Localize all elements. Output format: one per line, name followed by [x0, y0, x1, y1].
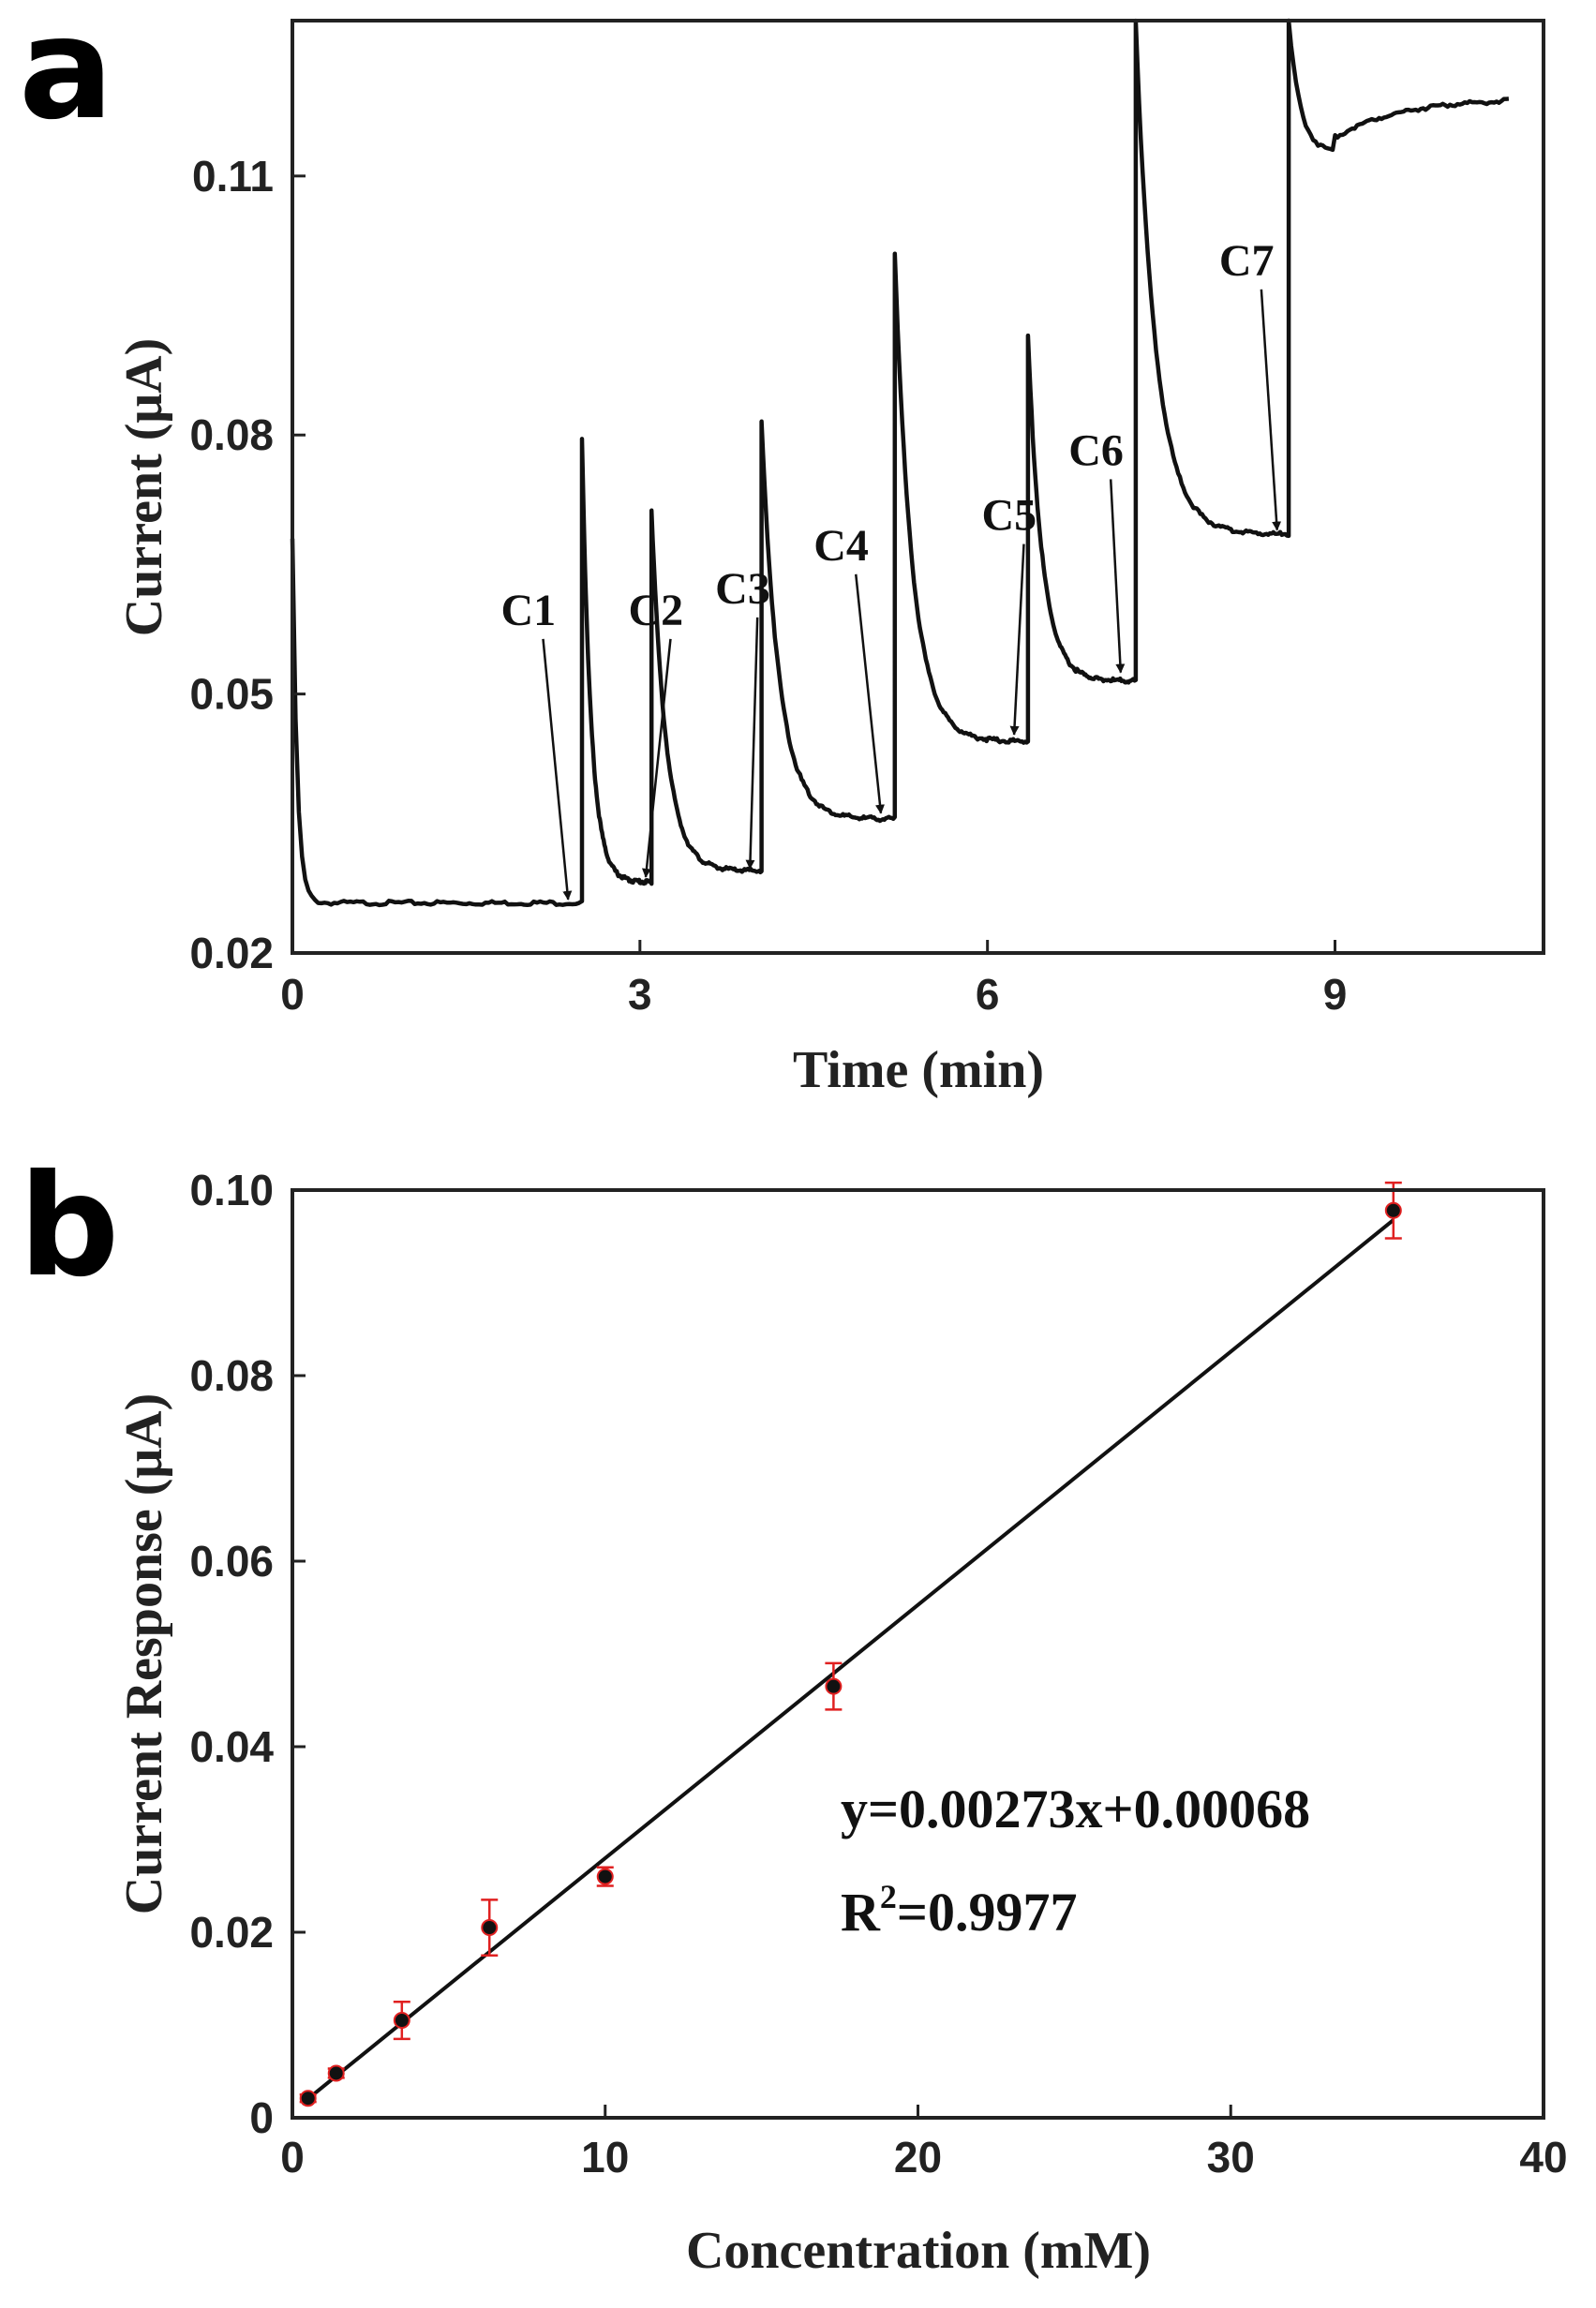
panel-a-y-tick-label: 0.11 [192, 152, 274, 201]
annotation-arrow-c5 [1009, 543, 1025, 736]
panel-a-x-tick-label: 3 [628, 970, 652, 1019]
annotation-label-c3: C3 [715, 564, 770, 614]
annotation-label-c2: C2 [628, 586, 683, 635]
data-point [596, 1868, 614, 1885]
data-point [393, 2012, 410, 2030]
panel-a-x-axis-title: Time (min) [793, 1041, 1044, 1099]
panel-a-x-tick-label: 0 [280, 970, 305, 1019]
r-squared-label: R2=0.9977 [841, 1878, 1077, 1943]
fit-equation: y=0.00273x+0.00068 [841, 1779, 1310, 1839]
panel-a-y-tick-label: 0.05 [189, 670, 274, 719]
panel-a-x-tick-label: 9 [1323, 970, 1348, 1019]
panel-label-b: b [19, 1145, 119, 1308]
panel-a-chart: a C1 C2 C3 C4 C5 C6 C7 0 3 6 9 0.02 0.05 0.08 0.11 Ti… [19, 0, 1545, 1099]
panel-b-x-tick-label: 30 [1207, 2133, 1255, 2181]
panel-b-y-tick-label: 0.10 [189, 1166, 274, 1214]
panel-b-chart: b 0 10 20 30 40 0 0.02 0.04 0.06 0.08 0.10 y=0.002… [19, 1145, 1568, 2280]
panel-a-y-tick-label: 0.02 [189, 929, 274, 977]
panel-b-y-tick-label: 0.08 [189, 1351, 274, 1400]
panel-b-plot-frame [291, 1188, 1545, 2120]
annotation-arrow-c1 [542, 638, 573, 901]
annotation-label-c7: C7 [1219, 236, 1275, 286]
panel-a-plot-frame [291, 19, 1545, 955]
panel-label-a: a [19, 0, 113, 151]
annotation-label-c1: C1 [501, 586, 557, 635]
annotation-label-c6: C6 [1068, 425, 1124, 475]
data-point [825, 1677, 843, 1695]
annotation-arrow-c3 [745, 617, 759, 870]
panel-b-x-tick-label: 0 [280, 2133, 305, 2181]
panel-b-x-axis-title: Concentration (mM) [686, 2222, 1151, 2280]
panel-a-x-tick-label: 6 [976, 970, 1000, 1019]
panel-b-y-axis-title: Current Response (μA) [115, 1393, 173, 1914]
panel-b-y-tick-label: 0 [249, 2093, 274, 2142]
panel-b-x-tick-label: 20 [894, 2133, 942, 2181]
panel-b-y-tick-label: 0.02 [189, 1908, 274, 1957]
annotation-arrow-c2 [641, 638, 672, 878]
panel-a-y-axis-title: Current (μA) [115, 338, 173, 636]
panel-b-y-tick-label: 0.06 [189, 1537, 274, 1586]
annotation-arrow-c6 [1109, 479, 1126, 674]
data-point [1384, 1201, 1402, 1219]
annotation-label-c4: C4 [813, 521, 869, 571]
annotation-arrow-c7 [1260, 289, 1282, 531]
annotation-arrow-c4 [855, 573, 885, 814]
data-point [481, 1919, 499, 1937]
data-point [299, 2090, 317, 2107]
panel-b-x-tick-label: 40 [1519, 2133, 1567, 2181]
annotation-label-c5: C5 [981, 491, 1037, 541]
panel-b-x-tick-label: 10 [581, 2133, 629, 2181]
current-trace [290, 18, 1510, 908]
panel-b-y-tick-label: 0.04 [189, 1722, 274, 1771]
linear-fit-line [300, 1218, 1395, 2106]
data-point [327, 2064, 345, 2082]
panel-a-y-tick-label: 0.08 [189, 410, 274, 459]
